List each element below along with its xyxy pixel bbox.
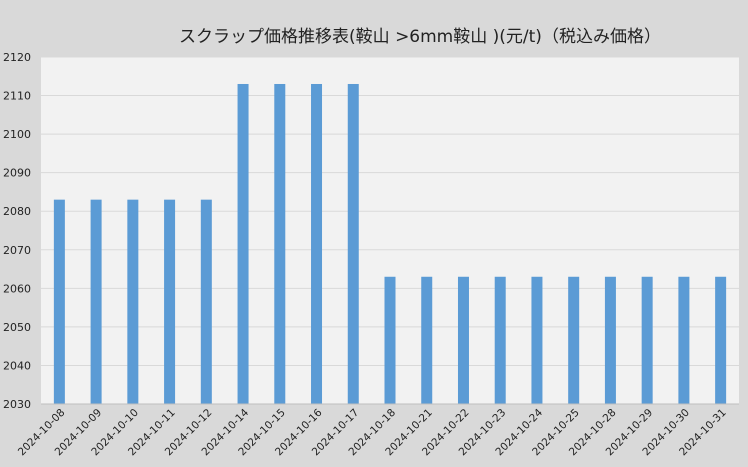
bar [90,199,102,404]
y-tick-label: 2110 [3,90,31,103]
bar [715,276,727,404]
y-tick-label: 2090 [3,167,31,180]
bar [347,83,359,404]
bar [127,199,139,404]
bar [494,276,506,404]
x-axis-ticks: 2024-10-082024-10-092024-10-102024-10-11… [16,406,729,458]
y-tick-label: 2120 [3,51,31,64]
chart-title: スクラップ価格推移表(鞍山 >6mm鞍山 )(元/t)（税込み価格） [179,27,661,47]
y-tick-label: 2030 [3,398,31,411]
bar [457,276,469,404]
y-tick-label: 2060 [3,282,31,295]
bar [678,276,690,404]
bar [164,199,176,404]
y-tick-label: 2070 [3,244,31,257]
bar [200,199,212,404]
bar [641,276,653,404]
y-tick-label: 2080 [3,205,31,218]
bar [53,199,65,404]
bar [274,83,286,404]
bar [237,83,249,404]
y-tick-label: 2100 [3,128,31,141]
bar [604,276,616,404]
y-axis-ticks: 2030 2040 2050 2060 2070 2080 2090 2100 2110 2120 [3,51,31,411]
bar [384,276,396,404]
bar [568,276,580,404]
bar [311,83,323,404]
y-tick-label: 2040 [3,359,31,372]
bar [421,276,433,404]
bars [53,83,727,404]
y-tick-label: 2050 [3,321,31,334]
bar [531,276,543,404]
